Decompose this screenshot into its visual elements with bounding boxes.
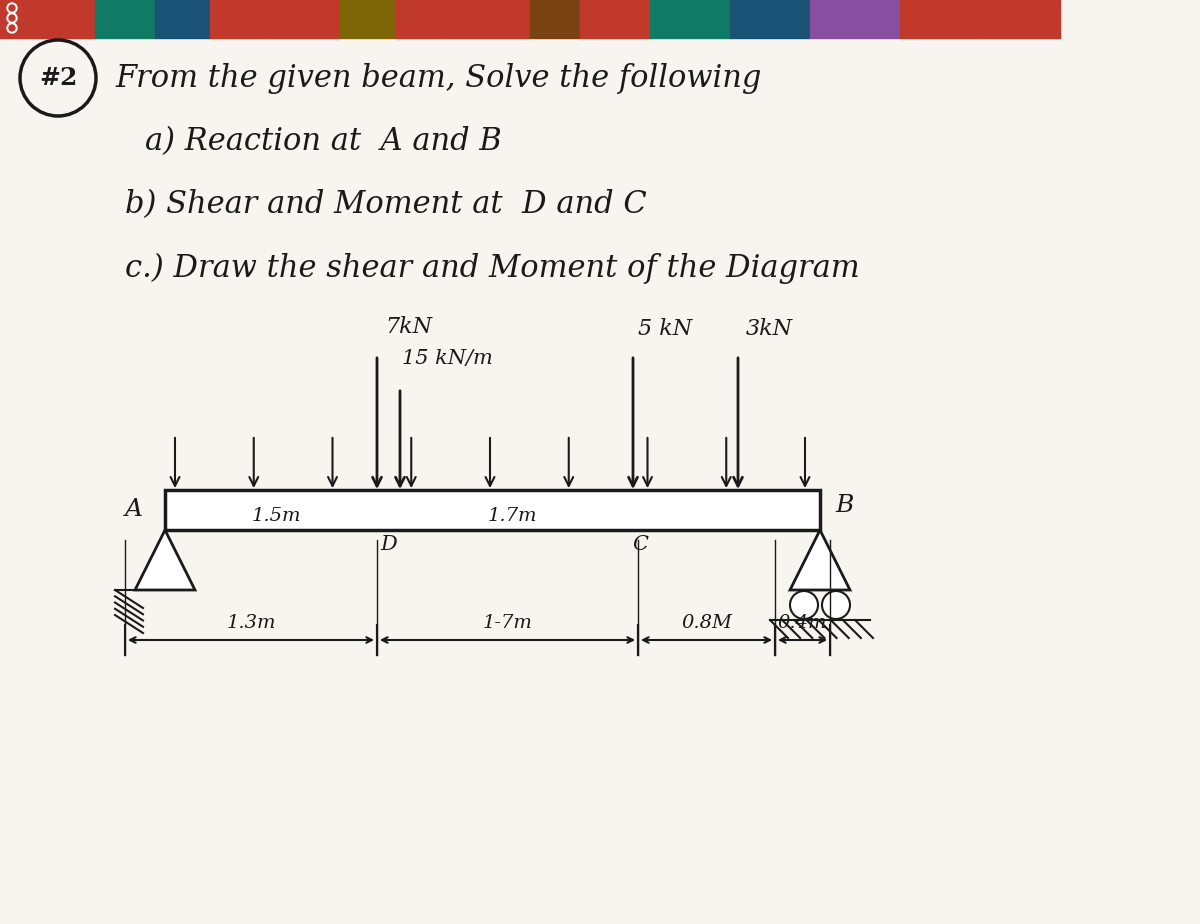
Text: A: A xyxy=(125,499,143,521)
Bar xyxy=(445,0,530,38)
Text: 7kN: 7kN xyxy=(385,316,432,338)
Text: 3kN: 3kN xyxy=(746,318,793,340)
Bar xyxy=(265,0,340,38)
Text: c.) Draw the shear and Moment of the Diagram: c.) Draw the shear and Moment of the Dia… xyxy=(125,252,859,284)
Circle shape xyxy=(7,13,17,23)
Bar xyxy=(580,0,650,38)
Text: 0.4m: 0.4m xyxy=(778,614,827,632)
Bar xyxy=(95,0,155,38)
Text: 5 kN: 5 kN xyxy=(638,318,692,340)
Bar xyxy=(730,0,810,38)
Text: 1.5m: 1.5m xyxy=(251,507,301,525)
Text: a) Reaction at  A and B: a) Reaction at A and B xyxy=(145,127,502,157)
Bar xyxy=(395,0,445,38)
Text: #2: #2 xyxy=(38,66,77,90)
Circle shape xyxy=(10,15,14,21)
Circle shape xyxy=(7,3,17,13)
Circle shape xyxy=(10,25,14,31)
Bar xyxy=(650,0,730,38)
Circle shape xyxy=(10,5,14,11)
Text: 15 kN/m: 15 kN/m xyxy=(402,349,493,368)
Circle shape xyxy=(7,23,17,33)
Bar xyxy=(530,0,580,38)
Bar xyxy=(0,0,95,38)
Text: From the given beam, Solve the following: From the given beam, Solve the following xyxy=(115,63,761,93)
Text: b) Shear and Moment at  D and C: b) Shear and Moment at D and C xyxy=(125,189,647,221)
Bar xyxy=(900,0,980,38)
Text: 1-7m: 1-7m xyxy=(482,614,533,632)
Circle shape xyxy=(790,591,818,619)
Text: C: C xyxy=(632,535,648,554)
Text: 0.8M: 0.8M xyxy=(682,614,732,632)
Text: 1.3m: 1.3m xyxy=(227,614,276,632)
Bar xyxy=(980,0,1060,38)
Text: B: B xyxy=(835,493,853,517)
Polygon shape xyxy=(134,530,194,590)
Circle shape xyxy=(822,591,850,619)
Bar xyxy=(155,0,210,38)
Bar xyxy=(166,490,820,530)
Bar xyxy=(340,0,395,38)
Polygon shape xyxy=(790,530,850,590)
Text: 1.7m: 1.7m xyxy=(487,507,538,525)
Bar xyxy=(210,0,265,38)
Text: D: D xyxy=(380,535,397,554)
Bar xyxy=(810,0,900,38)
